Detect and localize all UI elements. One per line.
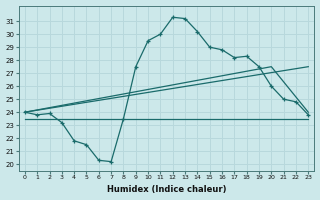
X-axis label: Humidex (Indice chaleur): Humidex (Indice chaleur) bbox=[107, 185, 226, 194]
